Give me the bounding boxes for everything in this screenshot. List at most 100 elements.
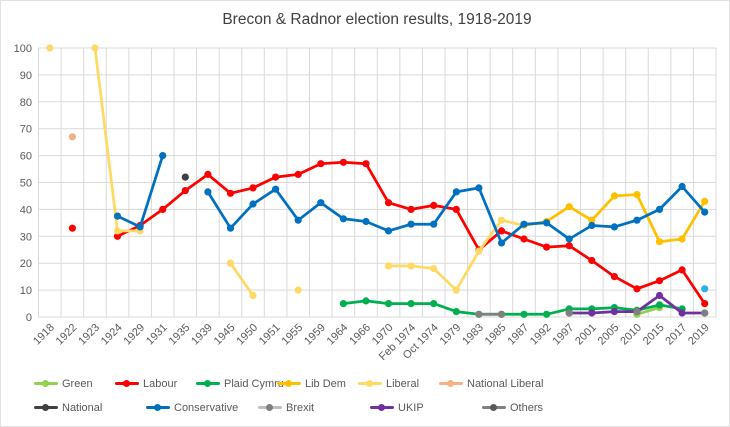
x-tick-label: 1979	[438, 322, 464, 348]
legend-item-plaid-cymru: Plaid Cymru	[196, 378, 284, 390]
data-point	[181, 187, 189, 195]
data-point	[475, 184, 483, 192]
data-point	[655, 291, 664, 300]
data-point	[701, 309, 709, 317]
data-point	[407, 205, 415, 213]
x-tick-label: 2015	[641, 322, 667, 348]
legend-label: Liberal	[386, 377, 420, 390]
data-point	[520, 235, 528, 243]
data-point	[655, 205, 664, 213]
data-point	[633, 308, 641, 316]
data-point	[407, 262, 415, 270]
data-point	[68, 133, 76, 141]
data-point	[565, 242, 573, 250]
data-point	[678, 266, 686, 274]
legend-row-1: Green Labour Plaid Cymru Lib Dem Liberal Nati…	[34, 377, 728, 390]
legend: Green Labour Plaid Cymru Lib Dem Liberal Nati…	[34, 377, 728, 425]
x-axis-labels: 1918192219231924192919311935193919451950…	[31, 322, 712, 363]
legend-item-ukip: UKIP	[370, 402, 482, 414]
data-point	[701, 300, 709, 308]
legend-marker-icon	[146, 404, 170, 411]
series-national-liberal	[68, 133, 76, 141]
data-point	[497, 216, 506, 224]
data-point	[113, 212, 122, 220]
y-tick-label: 100	[14, 43, 32, 55]
data-point	[384, 227, 393, 235]
series-national	[181, 173, 189, 181]
data-point	[91, 44, 99, 52]
series-liberal	[46, 44, 528, 300]
legend-marker-icon	[115, 380, 139, 387]
legend-item-brexit: Brexit	[258, 402, 370, 414]
gridlines	[38, 47, 717, 318]
data-point	[317, 199, 325, 207]
legend-label: Others	[510, 401, 544, 414]
legend-label: UKIP	[398, 401, 424, 414]
x-tick-label: 1997	[551, 322, 577, 348]
data-point	[407, 300, 415, 308]
data-point	[226, 189, 235, 197]
data-point	[610, 192, 619, 200]
data-point	[407, 220, 415, 228]
y-tick-label: 30	[20, 231, 32, 243]
legend-item-national-liberal: National Liberal	[439, 378, 543, 390]
legend-item-labour: Labour	[115, 378, 196, 390]
y-tick-label: 20	[20, 258, 32, 270]
x-tick-label: 1929	[121, 322, 147, 348]
legend-item-liberal: Liberal	[358, 378, 439, 390]
legend-label: Labour	[143, 377, 178, 390]
data-point	[633, 191, 641, 199]
data-point	[701, 208, 709, 216]
data-point	[294, 286, 302, 294]
x-tick-label: 2017	[663, 322, 689, 348]
series-others	[475, 308, 709, 318]
x-tick-label: 1955	[280, 322, 306, 348]
data-point	[497, 227, 506, 235]
x-tick-label: 1992	[528, 322, 554, 348]
data-point	[204, 170, 212, 178]
data-point	[678, 235, 686, 243]
data-point	[272, 185, 280, 193]
data-point	[565, 309, 573, 317]
legend-item-national: National	[34, 402, 146, 414]
x-tick-label: 1964	[325, 322, 351, 348]
y-tick-label: 60	[20, 151, 32, 163]
data-point	[452, 205, 460, 213]
x-tick-label: 1945	[212, 322, 238, 348]
x-tick-label: 1987	[505, 322, 531, 348]
y-tick-label: 50	[20, 178, 32, 190]
data-point	[588, 216, 596, 224]
data-point	[520, 310, 528, 318]
data-point	[452, 286, 460, 294]
data-point	[430, 220, 438, 228]
series-lib-dem	[520, 191, 709, 246]
x-tick-label: 2019	[686, 322, 712, 348]
data-point	[339, 158, 347, 166]
x-tick-label: 1931	[144, 322, 170, 348]
x-tick-label: 1950	[234, 322, 260, 348]
legend-label: Brexit	[286, 401, 315, 414]
data-point	[701, 197, 709, 205]
data-point	[113, 232, 122, 240]
data-point	[159, 152, 167, 160]
data-point	[249, 200, 257, 208]
series-conservative	[113, 152, 709, 247]
legend-label: National Liberal	[467, 377, 544, 390]
data-point	[294, 216, 302, 224]
data-point	[249, 184, 257, 192]
y-tick-label: 40	[20, 204, 32, 216]
x-tick-label: 1935	[167, 322, 193, 348]
data-point	[565, 235, 573, 243]
x-tick-label: 1923	[76, 322, 102, 348]
x-tick-label: 2005	[596, 322, 622, 348]
legend-marker-icon	[34, 380, 58, 387]
data-point	[362, 217, 370, 226]
x-tick-label: 1918	[31, 322, 57, 348]
x-tick-label: 1959	[302, 322, 328, 348]
legend-marker-icon	[439, 380, 463, 387]
data-point	[543, 219, 551, 227]
legend-marker-icon	[370, 404, 394, 411]
legend-marker-icon	[358, 380, 382, 387]
